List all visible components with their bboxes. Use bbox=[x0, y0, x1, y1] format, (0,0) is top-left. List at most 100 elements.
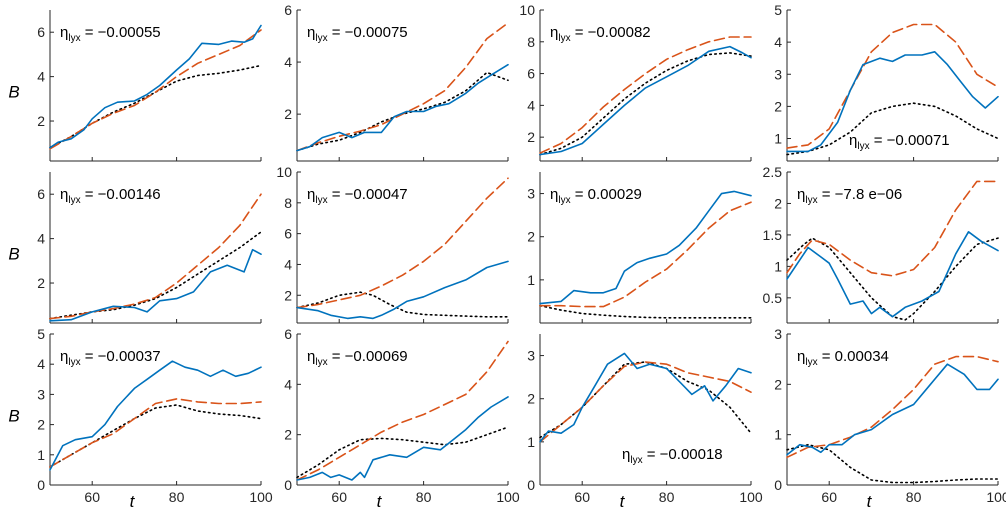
y-tick-label: 2 bbox=[284, 106, 292, 122]
y-tick-label: 1.5 bbox=[763, 227, 783, 243]
y-tick-label: 0.5 bbox=[763, 290, 783, 306]
x-tick-label: 80 bbox=[169, 489, 185, 505]
y-tick-label: 2 bbox=[284, 427, 292, 443]
y-tick-label: 3 bbox=[774, 66, 782, 82]
y-tick-label: 5 bbox=[774, 2, 782, 18]
col-xlabel-2: t bbox=[377, 492, 383, 509]
subplot-3: 2 4 6 8 10 ηlyx = −0.00082 bbox=[519, 2, 752, 162]
row-ylabel-2: B bbox=[8, 245, 19, 264]
series-line-dotted bbox=[49, 404, 262, 468]
y-tick-label: 10 bbox=[519, 2, 535, 18]
x-tick-label: 100 bbox=[496, 489, 520, 505]
x-tick-label: 80 bbox=[659, 489, 675, 505]
series-line-solid bbox=[539, 190, 752, 305]
y-tick-label: 2 bbox=[527, 129, 535, 145]
col-xlabel-3: t bbox=[620, 492, 626, 509]
series-line-solid bbox=[49, 248, 262, 322]
y-tick-label: 6 bbox=[527, 66, 535, 82]
y-tick-label: 0 bbox=[527, 477, 535, 493]
series-line-dashed bbox=[49, 29, 262, 150]
series-line-solid bbox=[786, 363, 999, 456]
y-tick-label: 2 bbox=[527, 229, 535, 245]
y-tick-label: 3 bbox=[774, 326, 782, 342]
y-tick-label: 0 bbox=[284, 477, 292, 493]
y-tick-label: 6 bbox=[37, 186, 45, 202]
col-xlabel-4: t bbox=[867, 492, 873, 509]
series-line-solid bbox=[786, 231, 999, 318]
subplot-12: 0 1 2 3 60 80 100 ηlyx = 0.00034 bbox=[774, 326, 1006, 505]
x-tick-label: 80 bbox=[906, 489, 922, 505]
y-tick-label: 2.5 bbox=[763, 164, 783, 180]
y-tick-label: 0 bbox=[774, 477, 782, 493]
series-line-solid bbox=[539, 352, 752, 443]
series-line-solid bbox=[49, 360, 262, 471]
series-line-dashed bbox=[786, 180, 999, 277]
series-line-solid bbox=[539, 45, 752, 156]
eta-annotation: ηlyx = −0.00018 bbox=[622, 446, 723, 466]
eta-annotation: ηlyx = 0.00034 bbox=[797, 348, 889, 368]
eta-annotation: ηlyx = −7.8 e−06 bbox=[797, 186, 902, 206]
y-tick-label: 2 bbox=[774, 376, 782, 392]
y-tick-label: 3 bbox=[527, 186, 535, 202]
y-tick-label: 3 bbox=[37, 386, 45, 402]
eta-annotation: ηlyx = −0.00069 bbox=[307, 348, 408, 368]
y-tick-label: 4 bbox=[37, 69, 45, 85]
series-line-solid bbox=[296, 396, 509, 481]
series-line-dashed bbox=[296, 177, 509, 309]
y-tick-label: 2 bbox=[37, 275, 45, 291]
y-tick-label: 3 bbox=[527, 348, 535, 364]
x-tick-label: 60 bbox=[821, 489, 837, 505]
y-tick-label: 10 bbox=[276, 164, 292, 180]
series-line-dashed bbox=[786, 23, 999, 149]
y-tick-label: 1 bbox=[774, 258, 782, 274]
series-line-dashed bbox=[539, 201, 752, 308]
series-line-solid bbox=[49, 24, 262, 149]
x-tick-label: 60 bbox=[331, 489, 347, 505]
series-line-dotted bbox=[786, 443, 999, 484]
series-line-dotted bbox=[49, 231, 262, 320]
y-tick-label: 2 bbox=[527, 391, 535, 407]
y-tick-label: 4 bbox=[284, 376, 292, 392]
y-tick-label: 4 bbox=[284, 54, 292, 70]
y-tick-label: 1 bbox=[774, 427, 782, 443]
subplot-8: 0.5 1 1.5 2 2.5 ηlyx = −7.8 e−06 bbox=[763, 164, 999, 324]
series-line-solid bbox=[296, 260, 509, 320]
subplot-4: 1 2 3 4 5 ηlyx = −0.00071 bbox=[774, 2, 999, 162]
series-line-dotted bbox=[786, 237, 999, 321]
subplot-2: 2 4 6 ηlyx = −0.00075 bbox=[284, 2, 509, 162]
subplot-6: 2 4 6 8 10 ηlyx = −0.00047 bbox=[276, 164, 509, 324]
x-tick-label: 100 bbox=[986, 489, 1006, 505]
subplot-grid: 2 4 6 ηlyx = −0.00055 2 4 6 ηlyx = −0.00075 2 4 6 8… bbox=[37, 2, 1006, 505]
y-tick-label: 8 bbox=[284, 195, 292, 211]
series-line-solid bbox=[296, 63, 509, 152]
y-tick-label: 2 bbox=[774, 98, 782, 114]
y-tick-label: 4 bbox=[37, 356, 45, 372]
eta-annotation: ηlyx = −0.00055 bbox=[60, 24, 161, 44]
subplot-1: 2 4 6 ηlyx = −0.00055 bbox=[37, 10, 262, 162]
series-line-dotted bbox=[296, 291, 509, 318]
series-line-dashed bbox=[49, 193, 262, 320]
row-ylabels: B B B bbox=[8, 83, 19, 426]
series-line-dotted bbox=[49, 64, 262, 149]
y-tick-label: 6 bbox=[284, 2, 292, 18]
y-tick-label: 0 bbox=[37, 477, 45, 493]
series-line-dashed bbox=[539, 361, 752, 443]
row-ylabel-1: B bbox=[8, 83, 19, 102]
eta-annotation: ηlyx = −0.00075 bbox=[307, 24, 408, 44]
y-tick-label: 1 bbox=[527, 434, 535, 450]
x-tick-label: 100 bbox=[739, 489, 763, 505]
y-tick-label: 1 bbox=[774, 131, 782, 147]
series-line-dotted bbox=[786, 102, 999, 156]
subplot-11: 0 1 2 3 60 80 100 ηlyx = −0.00018 bbox=[527, 334, 763, 505]
y-tick-label: 1 bbox=[37, 447, 45, 463]
y-tick-label: 1 bbox=[527, 272, 535, 288]
x-tick-label: 100 bbox=[249, 489, 273, 505]
x-tick-label: 80 bbox=[416, 489, 432, 505]
eta-annotation: ηlyx = −0.00146 bbox=[60, 186, 161, 206]
series-line-solid bbox=[786, 50, 999, 153]
y-tick-label: 6 bbox=[284, 326, 292, 342]
series-line-dashed bbox=[539, 36, 752, 154]
subplot-7: 1 2 3 ηlyx = 0.00029 bbox=[527, 172, 752, 324]
